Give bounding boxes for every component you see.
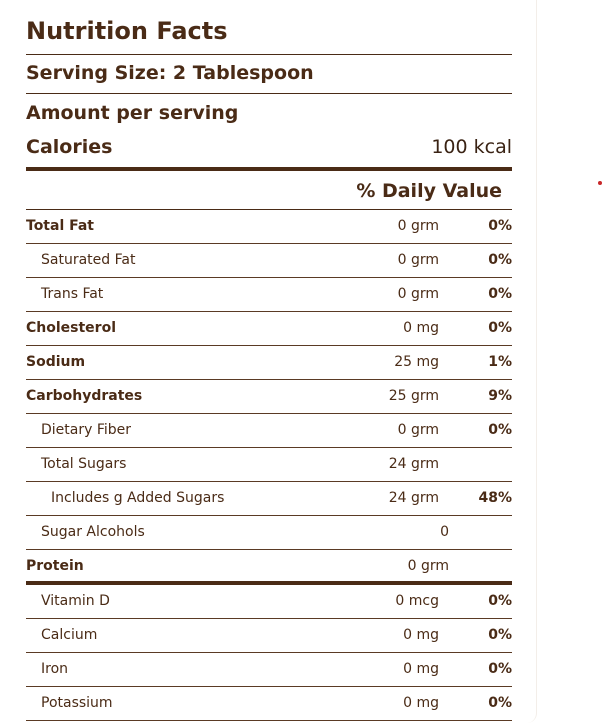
nutrition-card: Nutrition Facts Serving Size: 2 Tablespo… xyxy=(26,0,537,723)
nutrient-amount: 25 grm xyxy=(388,388,439,404)
nutrient-daily-value: 0% xyxy=(488,422,512,438)
serving-size: Serving Size: 2 Tablespoon xyxy=(26,62,314,84)
nutrient-daily-value: 1% xyxy=(488,354,512,370)
nutrient-daily-value: 0% xyxy=(488,627,512,643)
nutrient-name: Dietary Fiber xyxy=(41,422,132,438)
nutrient-row-calcium: Calcium 0 mg 0% xyxy=(26,619,512,653)
nutrition-title: Nutrition Facts xyxy=(26,17,228,45)
nutrient-amount: 25 mg xyxy=(394,354,439,370)
nutrient-daily-value: 0% xyxy=(488,695,512,711)
nutrient-daily-value: 0% xyxy=(488,286,512,302)
nutrient-amount: 0 grm xyxy=(397,422,439,438)
amount-per-serving: Amount per serving xyxy=(26,102,239,124)
nutrient-daily-value: 0% xyxy=(488,593,512,609)
nutrient-daily-value: 9% xyxy=(488,388,512,404)
nutrient-row-dietary-fiber: Dietary Fiber 0 grm 0% xyxy=(26,414,512,448)
nutrient-name: Saturated Fat xyxy=(41,252,136,268)
daily-value-header: % Daily Value xyxy=(356,180,502,202)
red-dot-marker xyxy=(598,181,602,185)
nutrient-name: Carbohydrates xyxy=(26,388,143,404)
nutrient-name: Calcium xyxy=(41,627,98,643)
nutrient-row-sodium: Sodium 25 mg 1% xyxy=(26,346,512,380)
nutrient-amount: 0 grm xyxy=(397,218,439,234)
nutrient-row-saturated-fat: Saturated Fat 0 grm 0% xyxy=(26,244,512,278)
nutrient-daily-value: 0% xyxy=(488,320,512,336)
divider xyxy=(26,93,512,94)
nutrient-amount: 0 grm xyxy=(397,286,439,302)
nutrient-row-protein: Protein 0 grm xyxy=(26,550,512,585)
nutrient-amount: 0 grm xyxy=(407,558,449,574)
nutrient-daily-value: 0% xyxy=(488,661,512,677)
nutrient-table: Total Fat 0 grm 0% Saturated Fat 0 grm 0… xyxy=(26,210,512,721)
divider xyxy=(26,209,512,210)
nutrient-name: Includes g Added Sugars xyxy=(51,490,225,506)
nutrient-name: Sugar Alcohols xyxy=(41,524,145,540)
nutrient-name: Potassium xyxy=(41,695,113,711)
nutrient-row-carbohydrates: Carbohydrates 25 grm 9% xyxy=(26,380,512,414)
nutrient-amount: 0 grm xyxy=(397,252,439,268)
nutrient-name: Sodium xyxy=(26,354,86,370)
nutrient-amount: 0 mg xyxy=(403,320,439,336)
calories-label: Calories xyxy=(26,136,113,158)
nutrient-amount: 0 mg xyxy=(403,695,439,711)
nutrient-row-vitamin-d: Vitamin D 0 mcg 0% xyxy=(26,585,512,619)
nutrient-name: Total Fat xyxy=(26,218,95,234)
calories-value: 100 kcal xyxy=(431,136,512,158)
nutrient-row-sugar-alcohols: Sugar Alcohols 0 xyxy=(26,516,512,550)
nutrient-amount: 24 grm xyxy=(388,490,439,506)
nutrient-amount: 0 mcg xyxy=(395,593,439,609)
nutrient-amount: 0 xyxy=(440,524,449,540)
nutrient-daily-value: 48% xyxy=(478,490,512,506)
nutrient-name: Total Sugars xyxy=(41,456,127,472)
nutrient-name: Iron xyxy=(41,661,69,677)
nutrient-daily-value: 0% xyxy=(488,252,512,268)
nutrient-row-total-fat: Total Fat 0 grm 0% xyxy=(26,210,512,244)
nutrient-name: Protein xyxy=(26,558,84,574)
nutrient-row-cholesterol: Cholesterol 0 mg 0% xyxy=(26,312,512,346)
nutrient-row-added-sugars: Includes g Added Sugars 24 grm 48% xyxy=(26,482,512,516)
nutrient-amount: 24 grm xyxy=(388,456,439,472)
nutrient-row-iron: Iron 0 mg 0% xyxy=(26,653,512,687)
nutrient-amount: 0 mg xyxy=(403,627,439,643)
nutrient-name: Cholesterol xyxy=(26,320,116,336)
nutrient-row-total-sugars: Total Sugars 24 grm xyxy=(26,448,512,482)
nutrient-daily-value: 0% xyxy=(488,218,512,234)
nutrient-row-potassium: Potassium 0 mg 0% xyxy=(26,687,512,721)
nutrient-amount: 0 mg xyxy=(403,661,439,677)
nutrient-name: Trans Fat xyxy=(41,286,104,302)
divider xyxy=(26,54,512,55)
thick-divider xyxy=(26,167,512,171)
nutrient-name: Vitamin D xyxy=(41,593,110,609)
nutrient-row-trans-fat: Trans Fat 0 grm 0% xyxy=(26,278,512,312)
